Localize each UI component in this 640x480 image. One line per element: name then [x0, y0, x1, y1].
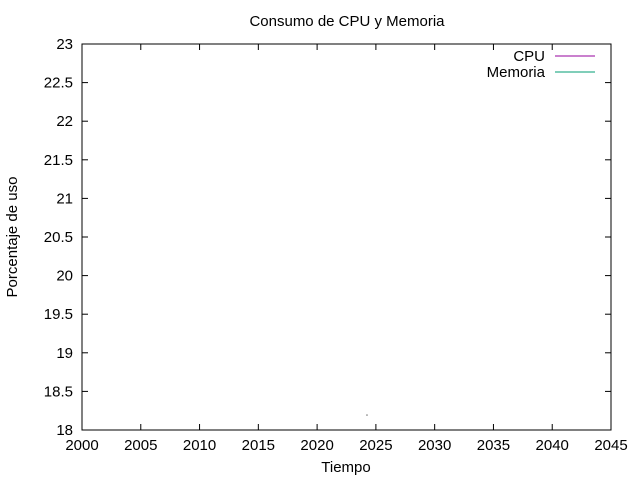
x-tick-label: 2035: [477, 437, 510, 454]
x-tick-label: 2040: [536, 437, 569, 454]
y-tick-label: 23: [56, 36, 73, 53]
series-layer: [366, 414, 368, 416]
x-tick-label: 2025: [359, 437, 392, 454]
legend-label: CPU: [513, 48, 545, 65]
x-tick-label: 2010: [183, 437, 216, 454]
y-tick-label: 20: [56, 268, 73, 285]
x-tick-label: 2000: [65, 437, 98, 454]
y-tick-label: 20.5: [44, 229, 73, 246]
y-tick-label: 22.5: [44, 75, 73, 92]
x-tick-label: 2030: [418, 437, 451, 454]
y-tick-label: 19: [56, 345, 73, 362]
y-tick-label: 21: [56, 190, 73, 207]
y-tick-label: 22: [56, 113, 73, 130]
legend-label: Memoria: [487, 64, 546, 81]
plot-area: [81, 43, 612, 431]
x-axis: 2000 2005 2010 2015 2020 2025 2030 2035 2040 2045: [65, 44, 628, 454]
x-tick-label: 2020: [300, 437, 333, 454]
y-tick-label: 21.5: [44, 152, 73, 169]
x-axis-title: Tiempo: [321, 459, 370, 476]
x-tick-label: 2045: [594, 437, 627, 454]
y-tick-label: 19.5: [44, 306, 73, 323]
x-tick-label: 2015: [242, 437, 275, 454]
y-axis-title: Porcentaje de uso: [4, 177, 21, 298]
chart-title: Consumo de CPU y Memoria: [249, 13, 445, 30]
y-tick-label: 18: [56, 422, 73, 439]
y-axis: 18 18.5 19 19.5 20 20.5 21 21.5 22 22.5 23: [44, 36, 611, 439]
x-tick-label: 2005: [124, 437, 157, 454]
data-point: [366, 414, 368, 416]
y-tick-label: 18.5: [44, 383, 73, 400]
